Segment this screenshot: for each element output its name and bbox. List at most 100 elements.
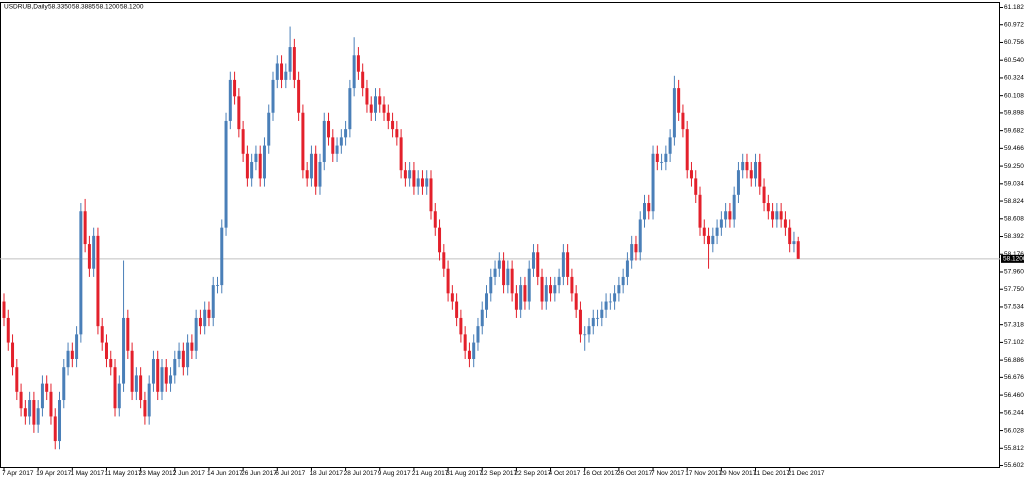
candle-body: [728, 211, 732, 220]
candle-body: [147, 383, 151, 417]
candle-body: [241, 129, 245, 154]
y-tick-label: 60.1080: [1004, 92, 1024, 99]
candle-body: [181, 350, 185, 368]
candle-body: [438, 227, 442, 253]
candle-body: [651, 153, 655, 212]
candle-body: [395, 129, 399, 138]
candle-body: [309, 153, 313, 179]
candle-body: [779, 211, 783, 220]
y-tick-label: 57.3180: [1004, 321, 1024, 328]
candle-body: [378, 96, 382, 105]
candle-body: [591, 317, 595, 327]
candle-body: [173, 358, 177, 376]
candle-body: [758, 161, 762, 187]
header-price: 58.1200: [120, 4, 144, 11]
candle-body: [344, 129, 348, 138]
y-tick-label: 59.2500: [1004, 163, 1024, 170]
candle-body: [203, 309, 207, 327]
candle-body: [211, 285, 215, 318]
candle-body: [284, 71, 288, 80]
x-tick-label: 18 Jul 2017: [309, 470, 343, 477]
candle-body: [467, 350, 471, 359]
candle-body: [489, 276, 493, 294]
candle-body: [531, 252, 535, 269]
candle-body: [28, 400, 32, 417]
x-tick-label: 26 Jun 2017: [241, 470, 277, 477]
candle-body: [288, 47, 292, 72]
candle-body: [305, 170, 309, 179]
candle-body: [327, 120, 331, 138]
candle-body: [608, 301, 612, 303]
candle-body: [6, 317, 10, 343]
candle-body: [625, 260, 629, 277]
candle-body: [139, 375, 143, 401]
x-tick-label: 12 Sep 2017: [480, 470, 517, 477]
y-tick-label: 59.4660: [1004, 145, 1024, 152]
candle-body: [715, 227, 719, 236]
candle-body: [126, 317, 130, 351]
candle-body: [523, 285, 527, 302]
candle-body: [87, 244, 91, 269]
candle-body: [694, 178, 698, 195]
x-tick-label: 11 Dec 2017: [754, 470, 791, 477]
candle-body: [40, 383, 44, 409]
candle-body: [493, 268, 497, 277]
candle-body: [58, 400, 62, 442]
candle-body: [472, 342, 476, 359]
x-tick-label: 6 Jul 2017: [275, 470, 305, 477]
candle-body: [561, 252, 565, 277]
candle-body: [762, 186, 766, 204]
candle-body: [32, 400, 36, 425]
candle-body: [122, 317, 126, 384]
candle-body: [109, 358, 113, 368]
candle-body: [681, 112, 685, 130]
plot-frame: [0, 2, 1000, 468]
candle-body: [104, 342, 108, 359]
header-price: 58.1200: [96, 4, 120, 11]
candle-body: [724, 211, 728, 220]
candle-body: [254, 153, 258, 162]
candle-body: [134, 375, 138, 392]
candle-body: [425, 178, 429, 187]
candle-body: [420, 178, 424, 187]
x-tick-label: 7 Nov 2017: [651, 470, 685, 477]
y-tick-label: 58.6080: [1004, 216, 1024, 223]
candle-body: [480, 309, 484, 327]
candle-body: [386, 112, 390, 121]
candle-body: [604, 301, 608, 310]
candle-body: [177, 350, 181, 359]
candle-body: [382, 104, 386, 113]
candle-body: [318, 161, 322, 187]
y-tick-label: 56.6760: [1004, 374, 1024, 381]
candle-body: [53, 416, 57, 442]
candle-body: [570, 276, 574, 294]
price-label-box: [1001, 254, 1024, 263]
candle-body: [677, 88, 681, 113]
y-tick-label: 56.8860: [1004, 357, 1024, 364]
candle-body: [228, 79, 232, 121]
candle-body: [719, 219, 723, 228]
candle-body: [92, 235, 96, 269]
candle-body: [79, 211, 83, 335]
y-tick-label: 56.4600: [1004, 392, 1024, 399]
candle-body: [711, 235, 715, 245]
candle-body: [412, 170, 416, 187]
candle-body: [352, 55, 356, 89]
candle-body: [113, 367, 117, 409]
candle-body: [553, 285, 557, 294]
candle-body: [348, 88, 352, 130]
candle-body: [403, 170, 407, 179]
candle-body: [117, 383, 121, 409]
candle-body: [301, 112, 305, 171]
x-tick-label: 11 May 2017: [104, 470, 141, 477]
y-tick-label: 55.8120: [1004, 445, 1024, 452]
candle-body: [707, 235, 711, 245]
y-tick-label: 60.3240: [1004, 75, 1024, 82]
candle-body: [429, 178, 433, 212]
candle-body: [557, 276, 561, 286]
candle-body: [664, 153, 668, 162]
candle-body: [23, 408, 27, 417]
candle-body: [583, 334, 587, 336]
candle-body: [194, 317, 198, 351]
